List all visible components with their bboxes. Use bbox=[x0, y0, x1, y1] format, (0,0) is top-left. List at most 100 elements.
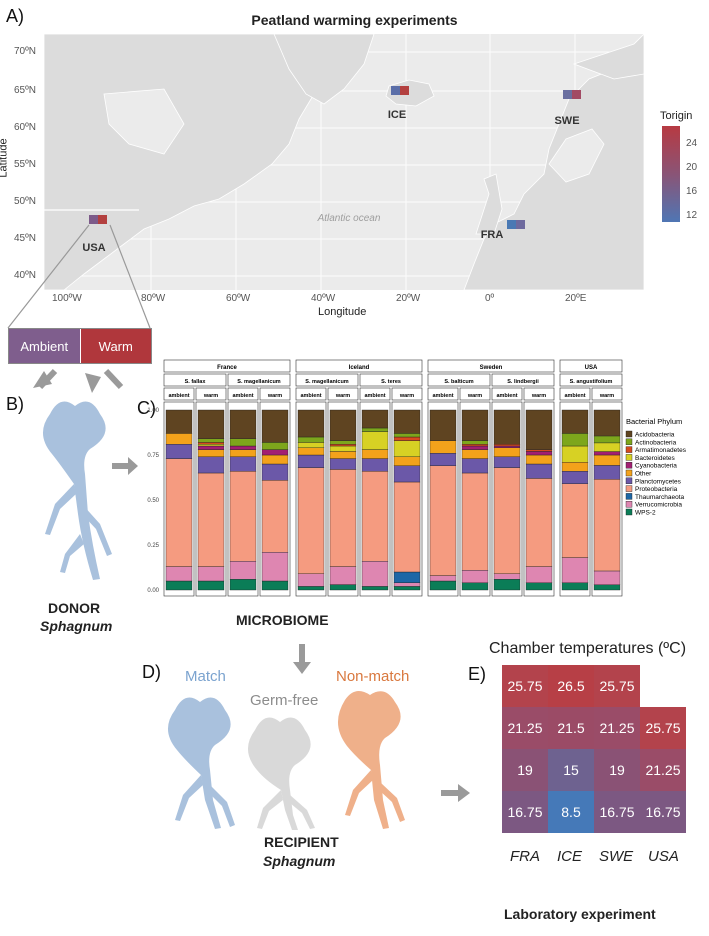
recipient-genus: Sphagnum bbox=[263, 853, 336, 869]
bar-segment bbox=[197, 442, 225, 445]
chamber-temp-grid: 25.75 26.5 25.75 21.25 21.5 21.25 25.75 19 15 19 2… bbox=[502, 665, 686, 833]
bar-segment bbox=[525, 463, 553, 479]
bar-segment bbox=[297, 436, 325, 443]
treatment-label: warm bbox=[335, 393, 350, 399]
bar-segment bbox=[493, 467, 521, 574]
bar-segment bbox=[229, 456, 257, 472]
bar-segment bbox=[361, 431, 389, 450]
donor-sphagnum-icon bbox=[42, 401, 112, 580]
site-marker-fra[interactable] bbox=[507, 220, 525, 229]
bar-segment bbox=[461, 409, 489, 441]
lon-tick: 80ºW bbox=[141, 293, 166, 304]
bar-segment bbox=[561, 557, 589, 584]
chamber-temp-cell: 26.5 bbox=[548, 665, 594, 707]
site-marker-swe[interactable] bbox=[563, 90, 581, 99]
lon-tick: 0º bbox=[485, 293, 495, 304]
legend-label: Planctomycetes bbox=[635, 478, 682, 485]
bar-panel bbox=[195, 401, 227, 597]
bar-segment bbox=[393, 440, 421, 457]
column-label-swe: SWE bbox=[599, 848, 634, 865]
site-marker-usa[interactable] bbox=[89, 215, 107, 224]
bar-segment bbox=[429, 452, 457, 466]
bar-segment bbox=[393, 456, 421, 467]
bar-segment bbox=[361, 449, 389, 459]
bar-segment bbox=[461, 569, 489, 583]
legend-title: Bacterial Phylum bbox=[626, 417, 682, 426]
bar-segment bbox=[493, 443, 521, 447]
legend-label: Other bbox=[635, 471, 652, 478]
bar-segment bbox=[493, 447, 521, 458]
bar-segment bbox=[261, 463, 289, 481]
y-tick-label: 0.75 bbox=[147, 453, 159, 459]
bar-segment bbox=[165, 443, 193, 459]
bar-segment bbox=[361, 470, 389, 562]
bar-segment bbox=[261, 442, 289, 450]
treatment-strip bbox=[195, 387, 227, 401]
chamber-temp-title: Chamber temperatures (ºC) bbox=[489, 640, 687, 657]
site-marker-ice[interactable] bbox=[391, 86, 409, 95]
treatment-box: Ambient Warm bbox=[8, 328, 152, 364]
lon-tick: 100ºW bbox=[52, 293, 82, 304]
country-strip bbox=[295, 359, 423, 373]
species-strip bbox=[163, 373, 227, 387]
legend-label: WPS-2 bbox=[635, 510, 656, 517]
bar-segment bbox=[593, 454, 621, 466]
match-label: Match bbox=[185, 668, 226, 685]
bar-segment bbox=[229, 449, 257, 457]
species-label: S. lindbergii bbox=[507, 379, 539, 385]
site-label-fra: FRA bbox=[481, 229, 504, 241]
bar-segment bbox=[461, 472, 489, 571]
species-strip bbox=[295, 373, 359, 387]
country-label: Sweden bbox=[480, 365, 503, 371]
treatment-label: ambient bbox=[232, 393, 253, 399]
bar-segment bbox=[461, 443, 489, 447]
country-label: Iceland bbox=[349, 365, 370, 371]
lat-tick: 70ºN bbox=[14, 46, 36, 57]
bar-segment bbox=[525, 566, 553, 584]
bar-segment bbox=[165, 458, 193, 567]
legend-swatch bbox=[625, 508, 633, 516]
donor-label: DONOR bbox=[48, 600, 101, 616]
bar-segment bbox=[329, 440, 357, 445]
world-map: Atlantic ocean USA ICE SWE FRA bbox=[44, 34, 644, 290]
lon-tick: 40ºW bbox=[311, 293, 336, 304]
bar-segment bbox=[261, 580, 289, 591]
bar-segment bbox=[297, 442, 325, 449]
chamber-temp-cell: 16.75 bbox=[594, 791, 640, 833]
treatment-label: warm bbox=[399, 393, 414, 399]
torigin-tick: 20 bbox=[686, 162, 698, 173]
column-label-ice: ICE bbox=[557, 848, 583, 865]
bar-segment bbox=[393, 481, 421, 573]
treatment-strip bbox=[391, 387, 423, 401]
bar-segment bbox=[165, 580, 193, 591]
bar-segment bbox=[461, 440, 489, 445]
bar-segment bbox=[393, 409, 421, 434]
bar-segment bbox=[429, 440, 457, 454]
bar-segment bbox=[297, 586, 325, 591]
bar-segment bbox=[493, 578, 521, 591]
species-strip bbox=[359, 373, 423, 387]
legend-label: Armatimonadetes bbox=[635, 447, 687, 454]
legend-label: Verrucomicrobia bbox=[635, 502, 682, 509]
treatment-label: ambient bbox=[496, 393, 517, 399]
bar-segment bbox=[461, 445, 489, 450]
bar-segment bbox=[165, 433, 193, 445]
treatment-label: ambient bbox=[432, 393, 453, 399]
panel-b-label: B) bbox=[6, 394, 24, 414]
bar-segment bbox=[561, 582, 589, 591]
bar-segment bbox=[525, 449, 553, 452]
germfree-label: Germ-free bbox=[250, 692, 319, 709]
microbiome-label: MICROBIOME bbox=[236, 612, 329, 628]
legend-swatch bbox=[625, 469, 633, 477]
legend-swatch bbox=[625, 485, 633, 492]
bar-segment bbox=[525, 409, 553, 450]
column-label-usa: USA bbox=[648, 848, 679, 865]
legend-label: Thaumarchaeota bbox=[635, 494, 685, 501]
bar-segment bbox=[593, 442, 621, 452]
bar-panel bbox=[559, 401, 591, 597]
species-label: S. angustifolium bbox=[570, 379, 613, 385]
bar-segment bbox=[197, 449, 225, 457]
microbiome-bar-chart: 0.00 0.25 0.50 0.75 1.00 France S. fallax ambie… bbox=[147, 359, 687, 597]
bar-segment bbox=[297, 454, 325, 468]
bar-panel bbox=[491, 401, 523, 597]
